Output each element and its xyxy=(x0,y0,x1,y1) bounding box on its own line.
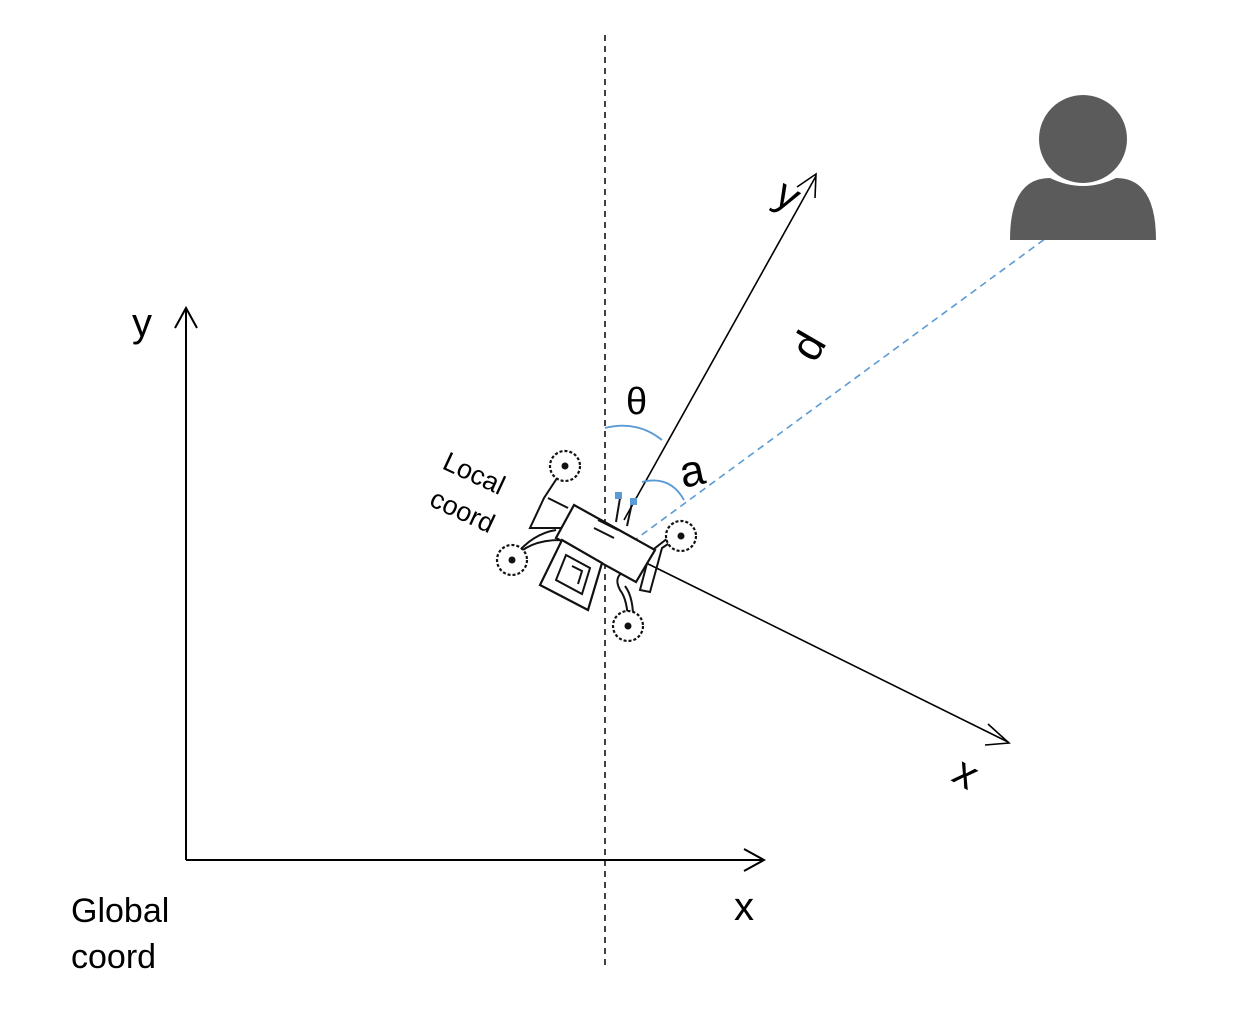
person-icon xyxy=(1010,95,1156,240)
local-axes: y x Local coord xyxy=(425,169,1011,798)
global-caption-line1: Global xyxy=(71,892,169,930)
alpha-arc xyxy=(641,479,685,501)
global-y-label: y xyxy=(132,301,152,345)
global-y-arrowhead xyxy=(174,305,198,329)
local-y-label: y xyxy=(768,169,810,220)
rover-wheel-right xyxy=(664,519,698,553)
theta-label: θ xyxy=(626,381,647,423)
alpha-label: a xyxy=(675,445,710,498)
global-axes: y x Global coord xyxy=(71,301,767,976)
rover-wheel-left xyxy=(495,543,529,577)
local-x-axis xyxy=(623,551,1009,743)
rover-wheel-bottom xyxy=(611,609,645,643)
local-x-arrowhead xyxy=(984,723,1011,746)
global-x-arrowhead xyxy=(743,848,767,872)
distance-label: d xyxy=(781,323,836,369)
line-of-sight xyxy=(631,221,1069,543)
theta-arc xyxy=(604,424,663,441)
local-y-axis xyxy=(623,175,817,521)
rover-wheel-top-left xyxy=(548,449,582,483)
local-y-arrowhead xyxy=(796,172,817,199)
global-x-label: x xyxy=(734,885,754,929)
rover-icon xyxy=(495,449,698,643)
global-caption-line2: coord xyxy=(71,938,156,976)
local-x-label: x xyxy=(946,747,988,798)
